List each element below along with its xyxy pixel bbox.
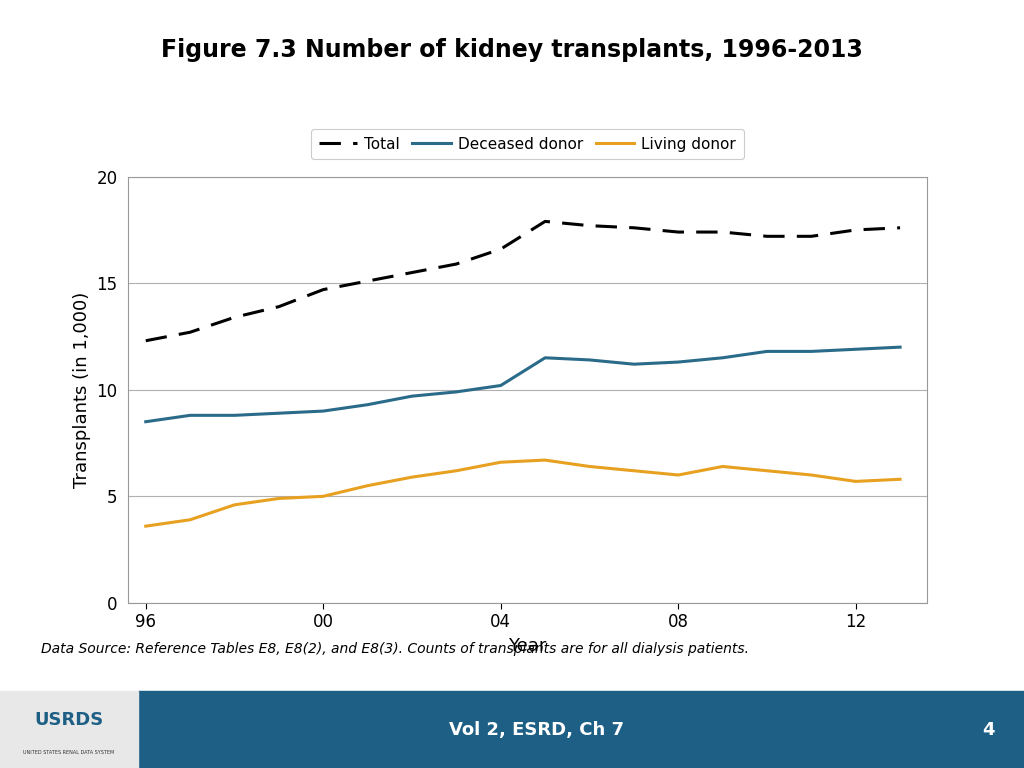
Total [628, 223, 640, 233]
Living donor [406, 472, 418, 482]
Deceased donor [717, 353, 729, 362]
Living donor [495, 458, 507, 467]
Total [139, 336, 152, 346]
Living donor [761, 466, 773, 475]
Line: Deceased donor: Deceased donor [145, 347, 900, 422]
Total [850, 225, 862, 234]
Living donor [139, 521, 152, 531]
Deceased donor [495, 381, 507, 390]
Deceased donor [184, 411, 197, 420]
Total [805, 232, 817, 241]
Total [451, 260, 463, 269]
Deceased donor [850, 345, 862, 354]
Deceased donor [894, 343, 906, 352]
Deceased donor [139, 417, 152, 426]
Living donor [272, 494, 285, 503]
Bar [138, 691, 1024, 768]
Deceased donor [272, 409, 285, 418]
Y-axis label: Transplants (in 1,000): Transplants (in 1,000) [73, 292, 91, 488]
Total [539, 217, 551, 226]
Living donor [228, 500, 241, 509]
Living donor [805, 470, 817, 479]
Text: 4: 4 [982, 720, 994, 739]
Deceased donor [805, 347, 817, 356]
Deceased donor [228, 411, 241, 420]
Total [361, 276, 374, 286]
Line: Living donor: Living donor [145, 460, 900, 526]
Living donor [628, 466, 640, 475]
Deceased donor [539, 353, 551, 362]
Deceased donor [361, 400, 374, 409]
Living donor [850, 477, 862, 486]
Deceased donor [317, 406, 330, 415]
Deceased donor [584, 356, 596, 365]
Living donor [361, 481, 374, 490]
Deceased donor [628, 359, 640, 369]
Living donor [717, 462, 729, 471]
Total [228, 313, 241, 322]
Living donor [672, 470, 684, 479]
Living donor [894, 475, 906, 484]
Total [272, 302, 285, 311]
Total [495, 244, 507, 253]
Line: Total: Total [145, 221, 900, 341]
Text: Data Source: Reference Tables E8, E8(2), and E8(3). Counts of transplants are fo: Data Source: Reference Tables E8, E8(2),… [41, 642, 749, 656]
Total [894, 223, 906, 233]
Legend: Total, Deceased donor, Living donor: Total, Deceased donor, Living donor [311, 129, 743, 159]
Total [406, 268, 418, 277]
Total [584, 221, 596, 230]
Text: Figure 7.3 Number of kidney transplants, 1996-2013: Figure 7.3 Number of kidney transplants,… [161, 38, 863, 62]
Bar [0, 691, 138, 768]
Living donor [317, 492, 330, 501]
Living donor [539, 455, 551, 465]
Text: USRDS: USRDS [35, 711, 103, 730]
Living donor [184, 515, 197, 525]
Total [717, 227, 729, 237]
Deceased donor [761, 347, 773, 356]
Deceased donor [406, 392, 418, 401]
Living donor [584, 462, 596, 471]
Deceased donor [672, 357, 684, 366]
X-axis label: Year: Year [508, 637, 547, 655]
Total [184, 328, 197, 337]
Total [672, 227, 684, 237]
Living donor [451, 466, 463, 475]
Total [317, 285, 330, 294]
Text: Vol 2, ESRD, Ch 7: Vol 2, ESRD, Ch 7 [450, 720, 625, 739]
Deceased donor [451, 387, 463, 396]
Total [761, 232, 773, 241]
Text: UNITED STATES RENAL DATA SYSTEM: UNITED STATES RENAL DATA SYSTEM [24, 750, 115, 755]
